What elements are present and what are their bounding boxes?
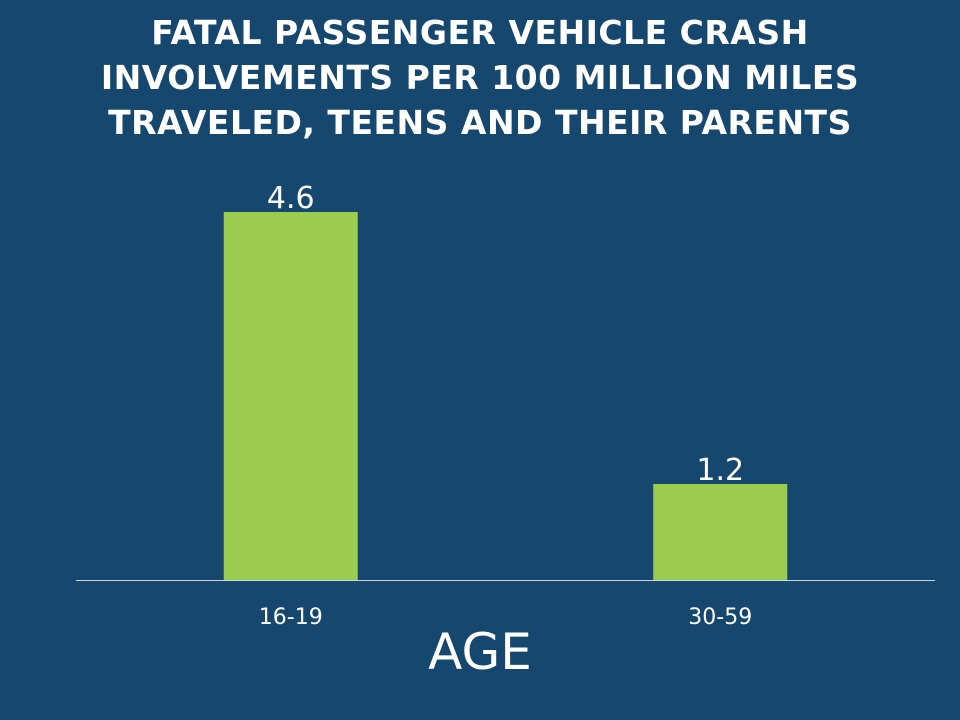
bar-30-59: [653, 484, 788, 580]
bar-16-19: [223, 212, 358, 580]
x-tick-label-30-59: 30-59: [688, 605, 752, 630]
chart-title: FATAL PASSENGER VEHICLE CRASH INVOLVEMEN…: [0, 10, 960, 145]
chart-title-line-3: TRAVELED, TEENS AND THEIR PARENTS: [108, 103, 852, 142]
data-label-16-19: 4.6: [267, 181, 315, 216]
x-axis-label: AGE: [428, 623, 532, 681]
chart-title-line-2: INVOLVEMENTS PER 100 MILLION MILES: [100, 58, 860, 97]
chart-title-line-1: FATAL PASSENGER VEHICLE CRASH: [151, 13, 809, 52]
x-tick-label-16-19: 16-19: [259, 605, 323, 630]
data-label-30-59: 1.2: [696, 453, 744, 488]
